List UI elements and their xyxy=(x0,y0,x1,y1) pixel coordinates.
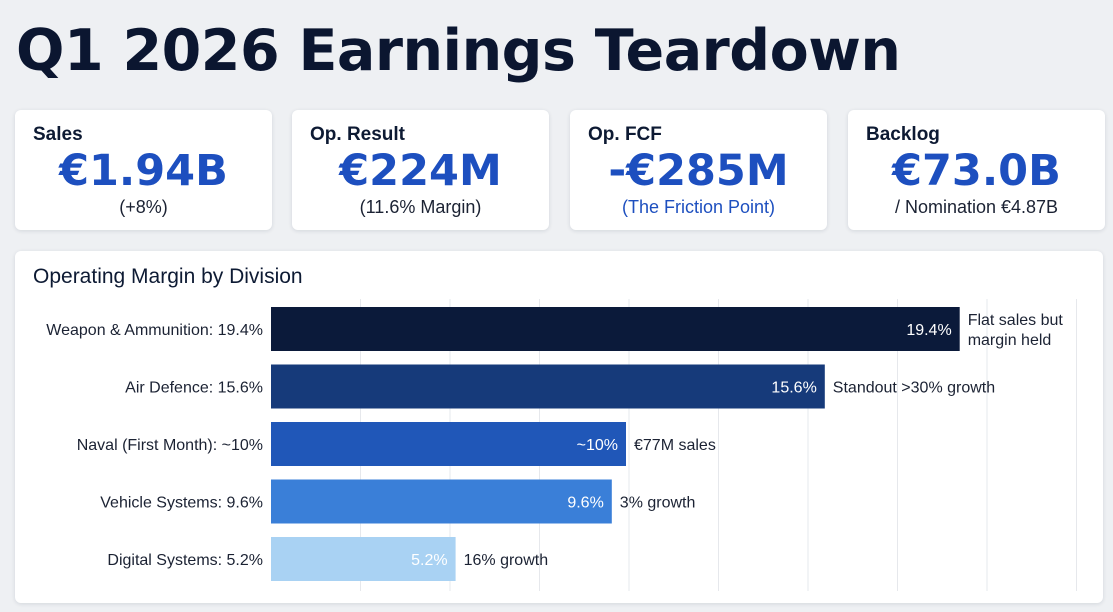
bar xyxy=(271,364,825,409)
bar-value-label: ~10% xyxy=(577,437,618,454)
chart-card: Operating Margin by Division Weapon & Am… xyxy=(15,251,1103,603)
bar-annotation: 16% growth xyxy=(464,552,548,569)
kpi-label: Op. Result xyxy=(310,124,406,145)
kpi-card-op-fcf: Op. FCF -€285M (The Friction Point) xyxy=(570,110,827,230)
kpi-card-op-result: Op. Result €224M (11.6% Margin) xyxy=(292,110,549,230)
category-label: Vehicle Systems: 9.6% xyxy=(100,495,263,512)
category-label: Weapon & Ammunition: 19.4% xyxy=(46,322,263,339)
bar xyxy=(271,422,626,466)
bar-annotation: 3% growth xyxy=(620,495,696,512)
bar-annotation: €77M sales xyxy=(634,437,716,454)
bar xyxy=(271,537,456,581)
bar-value-label: 9.6% xyxy=(567,495,603,512)
bar-value-label: 15.6% xyxy=(771,380,816,397)
kpi-value: €73.0B xyxy=(892,146,1061,196)
chart-title: Operating Margin by Division xyxy=(33,265,303,288)
category-label: Naval (First Month): ~10% xyxy=(77,437,263,454)
bar-annotation: Standout >30% growth xyxy=(833,380,995,397)
category-label: Air Defence: 15.6% xyxy=(125,380,263,397)
kpi-value: €1.94B xyxy=(59,146,228,196)
kpi-card-backlog: Backlog €73.0B / Nomination €4.87B xyxy=(848,110,1105,230)
kpi-sub: / Nomination €4.87B xyxy=(894,197,1059,217)
kpi-label: Op. FCF xyxy=(588,124,662,145)
bar-value-label: 19.4% xyxy=(906,322,951,339)
kpi-label: Sales xyxy=(33,124,83,145)
kpi-row: Sales €1.94B (+8%) Op. Result €224M (11.… xyxy=(15,110,1105,230)
kpi-card-sales: Sales €1.94B (+8%) xyxy=(15,110,272,230)
page-title: Q1 2026 Earnings Teardown xyxy=(16,18,901,84)
bar-value-label: 5.2% xyxy=(411,552,447,569)
kpi-sub: (11.6% Margin) xyxy=(359,197,482,217)
kpi-sub: (+8%) xyxy=(119,197,168,217)
category-label: Digital Systems: 5.2% xyxy=(107,552,263,569)
bar-annotation: Flat sales but xyxy=(968,312,1064,329)
margin-bar-chart: Weapon & Ammunition: 19.4% 19.4% Flat sale… xyxy=(46,299,1077,591)
kpi-sub: (The Friction Point) xyxy=(621,197,776,217)
bar-annotation: margin held xyxy=(968,332,1052,349)
kpi-value: -€285M xyxy=(608,146,789,196)
kpi-label: Backlog xyxy=(866,124,940,145)
bar xyxy=(271,479,612,524)
kpi-value: €224M xyxy=(339,146,502,196)
bar xyxy=(271,307,960,351)
